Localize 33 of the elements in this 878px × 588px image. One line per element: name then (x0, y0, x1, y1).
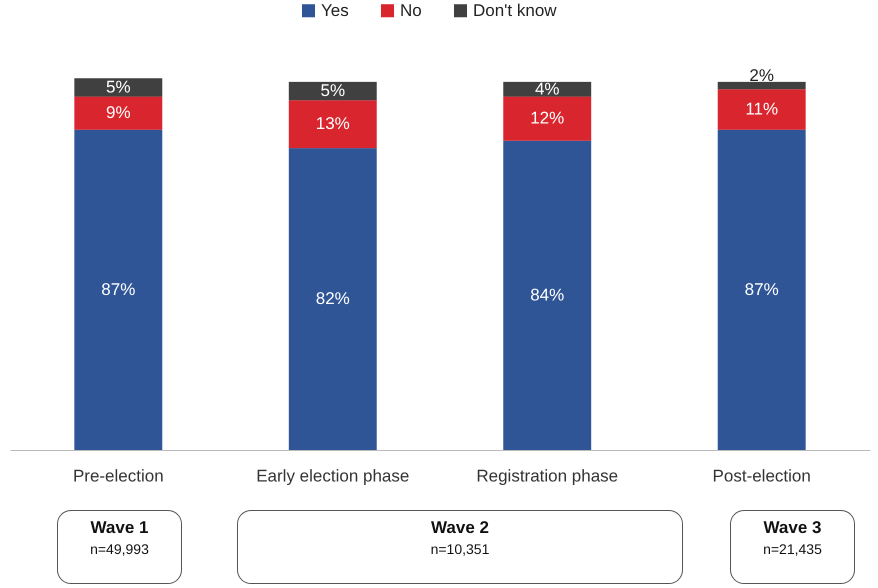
x-tick-label: Early election phase (256, 466, 410, 486)
bar (288, 82, 377, 100)
data-label: 87% (101, 280, 136, 299)
data-label: 2% (749, 66, 774, 85)
rounded-box: Wave 2 n=10,351 (237, 510, 683, 584)
legend-label: Don't know (473, 0, 558, 20)
bar (74, 96, 162, 130)
x-tick-label: Pre-election (72, 466, 164, 486)
data-label: 87% (744, 280, 779, 299)
rounded-box: Wave 3 n=21,435 (730, 510, 855, 584)
data-label: 5% (106, 77, 131, 96)
data-label: 82% (316, 289, 350, 308)
bar (74, 78, 162, 97)
data-label: 5% (320, 81, 346, 100)
data-label: 84% (530, 285, 564, 304)
bar (288, 148, 377, 450)
data-label: 13% (316, 114, 350, 134)
data-label: 9% (106, 103, 131, 122)
data-label: 11% (745, 100, 778, 118)
bar (718, 130, 806, 450)
x-tick-label: Registration phase (476, 466, 618, 486)
rounded-box: Wave 1 n=49,993 (57, 510, 182, 584)
x-tick-label: Post-election (712, 466, 811, 486)
legend-label: No (400, 0, 422, 20)
data-label: 4% (534, 79, 560, 98)
bar (74, 130, 162, 450)
data-label: 12% (530, 108, 564, 128)
bar (718, 82, 806, 90)
bar (288, 100, 377, 148)
bar (503, 140, 592, 450)
legend-label: Yes (321, 0, 349, 20)
bar (718, 89, 806, 130)
bar (503, 96, 592, 141)
